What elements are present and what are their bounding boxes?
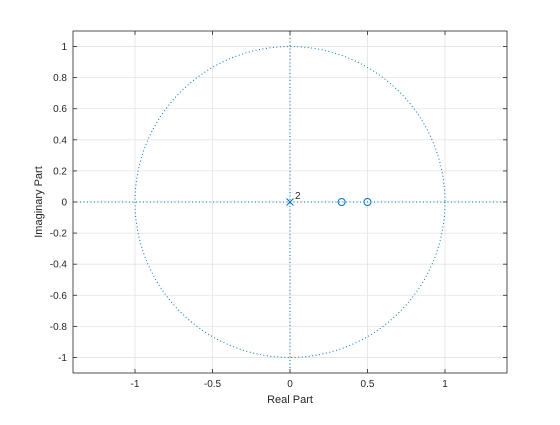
zero-marker: [337, 198, 346, 206]
x-tick-label: 1: [442, 379, 448, 390]
y-tick-label: -0.2: [50, 229, 68, 240]
x-tick-label: -1: [131, 379, 140, 390]
y-tick-label: 1: [61, 42, 67, 53]
unit-circle: [134, 46, 446, 358]
y-tick-label: 0.8: [53, 73, 67, 84]
x-tick-label: -0.5: [204, 379, 222, 390]
pole-marker: [286, 198, 294, 206]
y-tick-label: -0.8: [50, 322, 68, 333]
y-tick-label: -0.6: [50, 291, 68, 302]
x-tick-label: 0.5: [361, 379, 375, 390]
y-axis-label: Imaginary Part: [33, 166, 45, 238]
pole-x-stroke: [286, 198, 294, 206]
x-axis-label: Real Part: [267, 394, 313, 406]
tick-layer: -1 -0.5 0 0.5 1 1 0.8 0.6 0.4 0.2 0 -0.2 -0.4 -0.6 -0.…: [50, 31, 507, 390]
zero-marker: [363, 198, 372, 206]
y-tick-label: -0.4: [50, 260, 68, 271]
y-tick-label: 0: [61, 198, 67, 209]
x-tick-label: 0: [287, 379, 293, 390]
y-tick-label: 0.6: [53, 104, 67, 115]
y-tick-label: 0.4: [53, 135, 67, 146]
marker-layer: 2: [286, 191, 372, 206]
pole-multiplicity-label: 2: [295, 191, 301, 202]
plot-frame: [72, 30, 508, 374]
y-tick-label: 0.2: [53, 166, 67, 177]
y-tick-label: -1: [58, 353, 67, 364]
